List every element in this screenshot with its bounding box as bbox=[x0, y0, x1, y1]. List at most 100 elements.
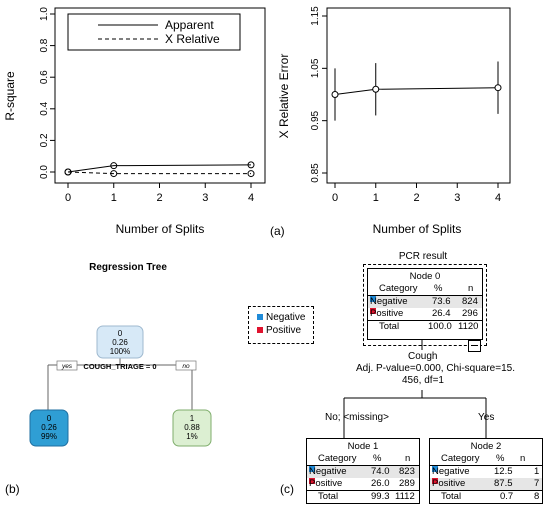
pcr-split-info: Cough Adj. P-value=0.000, Chi-square=15.… bbox=[356, 351, 516, 387]
regtree-left-leaf bbox=[29, 409, 69, 447]
node2-title: Node 2 bbox=[470, 441, 502, 452]
rsquare-y-tick-label: 0.6 bbox=[39, 70, 50, 84]
regtree-no-badge bbox=[175, 360, 197, 371]
category-legend: Negative Positive bbox=[248, 306, 314, 344]
x-relative-line bbox=[67, 171, 251, 175]
x-relative-point bbox=[110, 170, 118, 178]
node2-neg-pct: 12.5 bbox=[494, 466, 513, 477]
rsquare-x-tick-label: 3 bbox=[202, 192, 208, 204]
apparent-line bbox=[67, 164, 252, 173]
node0-row-negative: Negative 73.6 824 bbox=[368, 296, 482, 308]
node1-neg-pct: 74.0 bbox=[371, 466, 390, 477]
rsquare-y-tick-label: 1.0 bbox=[39, 7, 50, 21]
node0-collapse-handle[interactable] bbox=[468, 340, 481, 352]
regtree-title: Regression Tree bbox=[89, 262, 167, 273]
node1-title: Node 1 bbox=[347, 441, 379, 452]
rsquare-x-tick-label: 1 bbox=[111, 192, 117, 204]
xrel-error-point bbox=[331, 91, 339, 98]
legend-negative: Negative bbox=[266, 312, 306, 323]
node2-row-negative: Negative 12.5 1 bbox=[430, 466, 542, 478]
node1-total-n: 1112 bbox=[395, 491, 415, 502]
regtree-right-value: 1 bbox=[190, 414, 195, 423]
xrel-x-label: Number of Splits bbox=[373, 222, 462, 236]
rsquare-legend: Apparent X Relative bbox=[67, 13, 241, 51]
node1-row-total: Total 99.3 1112 bbox=[307, 490, 419, 503]
apparent-point bbox=[110, 162, 118, 170]
node0-total-label: Total bbox=[379, 321, 400, 332]
xrel-x-tick-label: 2 bbox=[413, 192, 419, 204]
rsquare-x-tick-label: 0 bbox=[65, 192, 71, 204]
positive-swatch bbox=[309, 478, 315, 484]
xrel-error-point bbox=[494, 84, 502, 92]
regtree-right-mean: 0.88 bbox=[184, 423, 200, 432]
regtree-left-mean: 0.26 bbox=[41, 423, 57, 432]
legend-box bbox=[67, 13, 241, 51]
node0-hdr-pct: % bbox=[434, 283, 443, 294]
xrel-y-axis: 0.85 0.95 1.05 1.15 bbox=[310, 6, 327, 183]
node0-pos-label: Positive bbox=[370, 308, 404, 319]
pcr-branch-left: No; <missing> bbox=[325, 412, 389, 423]
xrel-y-tick-label: 1.05 bbox=[310, 58, 321, 78]
node1-hdr-n: n bbox=[405, 453, 411, 464]
pcr-tree-connectors bbox=[343, 340, 487, 438]
node2-total-n: 8 bbox=[534, 491, 540, 502]
xrel-error-point bbox=[372, 85, 380, 93]
xrel-y-tick-label: 0.85 bbox=[310, 163, 321, 183]
caption-b: (b) bbox=[5, 482, 20, 496]
node2-neg-label: Negative bbox=[432, 466, 470, 477]
positive-swatch bbox=[432, 478, 438, 484]
rsquare-x-axis: 0 1 2 3 4 bbox=[65, 183, 254, 204]
node1-row-positive: Positive 26.0 289 bbox=[307, 478, 419, 490]
node2-pos-n: 7 bbox=[534, 478, 540, 489]
regtree-root-value: 0 bbox=[118, 329, 123, 338]
node0-row-total: Total 100.0 1120 bbox=[368, 320, 482, 333]
xrel-x-tick-label: 3 bbox=[454, 192, 460, 204]
rsquare-y-tick-label: 0.4 bbox=[39, 101, 50, 115]
pcr-split-stat-line1: Adj. P-value=0.000, Chi-square=15. bbox=[356, 363, 515, 374]
node1-hdr-category: Category bbox=[318, 453, 357, 464]
node1-neg-n: 823 bbox=[399, 466, 415, 477]
xrel-x-tick-label: 4 bbox=[495, 192, 501, 204]
rsquare-y-tick-label: 0.8 bbox=[39, 38, 50, 52]
node2-total-pct: 0.7 bbox=[500, 491, 514, 502]
node1-hdr-pct: % bbox=[373, 453, 382, 464]
rsquare-x-tick-label: 2 bbox=[156, 192, 162, 204]
rsquare-y-tick-label: 0.0 bbox=[39, 165, 50, 179]
regtree-yes-badge bbox=[56, 360, 78, 371]
xrel-y-tick-label: 1.15 bbox=[310, 6, 321, 26]
node2-hdr-pct: % bbox=[496, 453, 505, 464]
negative-swatch bbox=[370, 296, 376, 302]
node0-row-positive: Positive 26.4 296 bbox=[368, 308, 482, 320]
regtree-right-leaf bbox=[172, 409, 212, 447]
rsquare-x-label: Number of Splits bbox=[116, 222, 205, 236]
node1-row-negative: Negative 74.0 823 bbox=[307, 466, 419, 478]
node0-pos-n: 296 bbox=[462, 308, 478, 319]
xrel-series bbox=[331, 61, 502, 121]
node0-total-pct: 100.0 bbox=[428, 321, 452, 332]
node2-hdr-n: n bbox=[520, 453, 526, 464]
node1-neg-label: Negative bbox=[309, 466, 347, 477]
legend-label-x-relative: X Relative bbox=[165, 32, 220, 46]
node1-total-pct: 99.3 bbox=[371, 491, 390, 502]
node0-dashed-frame bbox=[363, 264, 487, 346]
node1-pos-pct: 26.0 bbox=[371, 478, 390, 489]
caption-a: (a) bbox=[270, 224, 285, 238]
apparent-point bbox=[247, 161, 255, 169]
rsquare-y-label: R-square bbox=[3, 71, 17, 121]
node2-total-label: Total bbox=[441, 491, 462, 502]
node2-pos-label: Positive bbox=[432, 478, 466, 489]
rsquare-x-tick-label: 4 bbox=[248, 192, 254, 204]
rsquare-series bbox=[64, 161, 255, 178]
regtree-root-node bbox=[96, 325, 144, 359]
regtree-root-mean: 0.26 bbox=[112, 338, 128, 347]
regtree-right-percent: 1% bbox=[186, 432, 198, 441]
regtree-no-label: no bbox=[182, 363, 190, 370]
node0-hdr-category: Category bbox=[379, 283, 418, 294]
x-relative-point bbox=[247, 170, 255, 178]
xrel-x-tick-label: 0 bbox=[332, 192, 338, 204]
node0-neg-n: 824 bbox=[462, 296, 478, 307]
negative-swatch bbox=[309, 466, 315, 472]
xrel-error-line bbox=[334, 87, 499, 95]
node2-row-total: Total 0.7 8 bbox=[430, 490, 542, 503]
pcr-split-variable: Cough bbox=[408, 351, 438, 362]
